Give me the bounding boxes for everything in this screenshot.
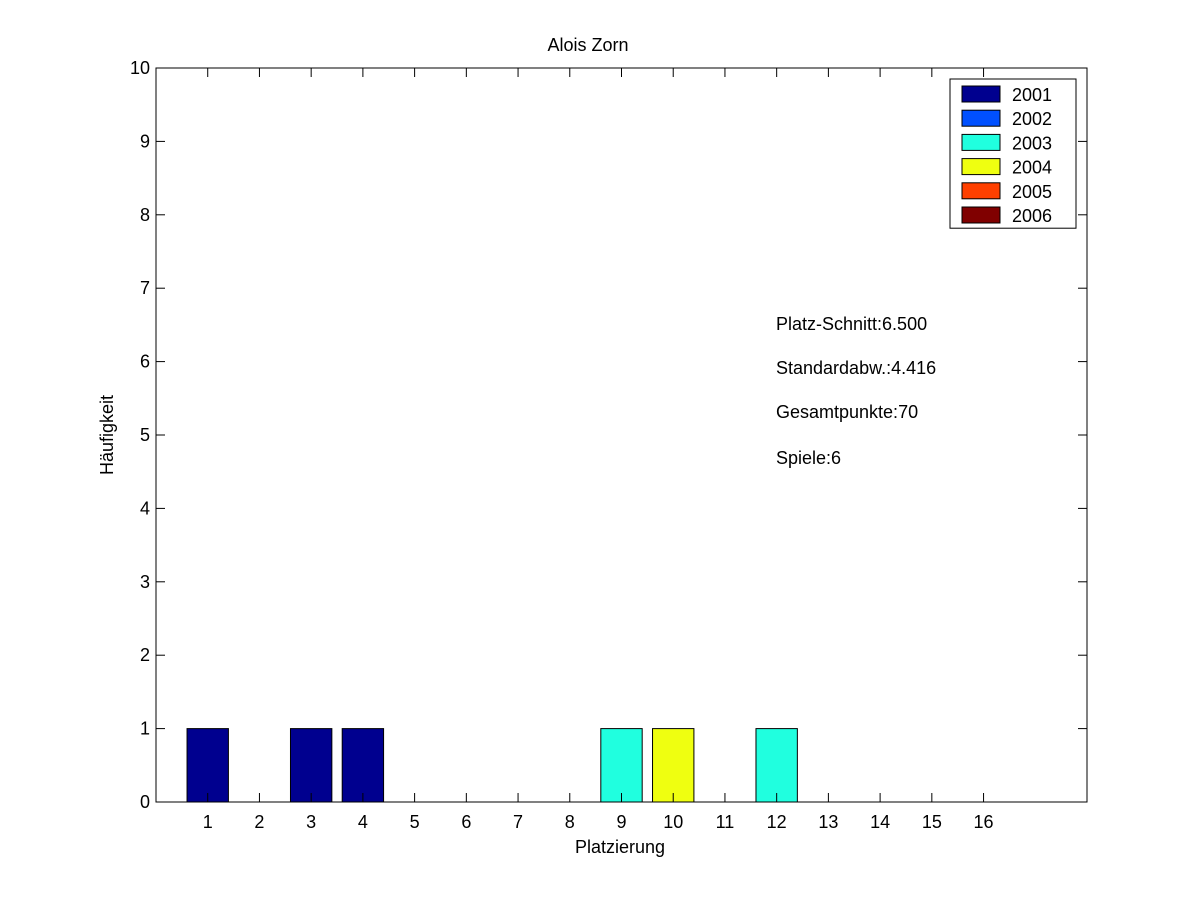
x-tick-label-9: 9 [616, 812, 626, 832]
statistics-annotations: Platz-Schnitt:6.500 Standardabw.:4.416 G… [776, 314, 936, 468]
x-tick-label-11: 11 [716, 812, 735, 832]
x-axis: 1 2 3 4 5 6 7 8 9 10 11 12 13 14 15 16 [203, 68, 994, 832]
legend-label-2001: 2001 [1012, 85, 1052, 105]
y-tick-label-9: 9 [140, 131, 150, 151]
legend-label-2004: 2004 [1012, 158, 1052, 178]
chart-title: Alois Zorn [547, 35, 628, 55]
y-tick-label-2: 2 [140, 645, 150, 665]
bar-2001-place-4 [341, 728, 385, 803]
legend-label-2002: 2002 [1012, 109, 1052, 129]
annotation-games: Spiele:6 [776, 448, 841, 468]
y-tick-label-10: 10 [130, 58, 150, 78]
y-tick-label-6: 6 [140, 352, 150, 372]
plot-frame [155, 67, 1088, 803]
y-tick-label-3: 3 [140, 572, 150, 592]
x-axis-title: Platzierung [575, 837, 665, 857]
x-tick-label-14: 14 [870, 812, 890, 832]
y-tick-label-5: 5 [140, 425, 150, 445]
x-tick-label-4: 4 [358, 812, 368, 832]
legend-swatch-2001 [961, 85, 1001, 103]
y-tick-label-8: 8 [140, 205, 150, 225]
legend-swatch-2005 [961, 182, 1001, 200]
legend-label-2006: 2006 [1012, 206, 1052, 226]
annotation-average: Platz-Schnitt:6.500 [776, 314, 927, 334]
x-tick-label-12: 12 [767, 812, 787, 832]
legend-swatch-2003 [961, 133, 1001, 151]
y-tick-label-0: 0 [140, 792, 150, 812]
x-tick-label-13: 13 [818, 812, 838, 832]
x-tick-label-3: 3 [306, 812, 316, 832]
annotation-stddev: Standardabw.:4.416 [776, 358, 936, 378]
bar-2003-place-12 [755, 728, 798, 803]
bars [186, 728, 798, 803]
bar-2001-place-1 [186, 728, 229, 803]
x-tick-label-2: 2 [254, 812, 264, 832]
y-tick-label-7: 7 [140, 278, 150, 298]
x-tick-label-1: 1 [203, 812, 213, 832]
y-axis-title: Häufigkeit [97, 395, 117, 475]
y-tick-label-1: 1 [140, 719, 150, 739]
legend-box [949, 78, 1077, 229]
x-tick-label-6: 6 [461, 812, 471, 832]
bar-2003-place-9 [600, 728, 643, 803]
x-tick-label-7: 7 [513, 812, 523, 832]
x-tick-label-10: 10 [663, 812, 683, 832]
legend-label-2005: 2005 [1012, 182, 1052, 202]
bar-2004-place-10 [652, 728, 695, 803]
y-tick-label-4: 4 [140, 498, 150, 518]
legend-swatch-2004 [961, 158, 1001, 176]
x-tick-label-16: 16 [974, 812, 994, 832]
x-tick-label-5: 5 [410, 812, 420, 832]
legend-swatch-2002 [961, 109, 1001, 127]
x-tick-label-15: 15 [922, 812, 942, 832]
legend: 2001 2002 2003 2004 2005 2006 [949, 78, 1077, 229]
x-tick-label-8: 8 [565, 812, 575, 832]
annotation-total-points: Gesamtpunkte:70 [776, 402, 918, 422]
legend-swatch-2006 [961, 206, 1001, 224]
legend-label-2003: 2003 [1012, 133, 1052, 153]
y-axis: 0 1 2 3 4 5 6 7 8 9 10 [130, 58, 1087, 812]
bar-2001-place-3 [289, 728, 333, 803]
